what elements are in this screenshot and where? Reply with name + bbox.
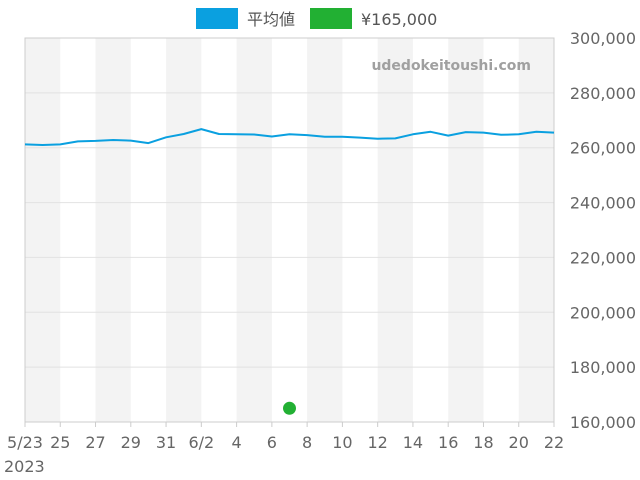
y-tick-label: 180,000: [570, 358, 636, 377]
y-axis-ticks: 300,000 280,000 260,000 240,000 220,000 200,0…: [570, 29, 636, 432]
legend-swatch: [196, 8, 238, 29]
x-tick-label: 14: [403, 433, 423, 452]
alternating-bands: [25, 38, 554, 422]
background-band: [166, 38, 202, 422]
x-tick-label: 5/23: [7, 433, 43, 452]
y-tick-label: 260,000: [570, 139, 636, 158]
y-tick-label: 160,000: [570, 413, 636, 432]
x-axis-ticks: 5/23 25 27 29 31 6/2 4 6 8 10 12 14 16 18 20 22: [7, 422, 564, 452]
y-tick-label: 300,000: [570, 29, 636, 48]
x-tick-label: 10: [332, 433, 352, 452]
data-point-price: [283, 401, 296, 415]
background-band: [95, 38, 131, 422]
background-band: [448, 38, 484, 422]
background-band: [307, 38, 343, 422]
y-tick-label: 240,000: [570, 194, 636, 213]
x-tick-label: 16: [438, 433, 458, 452]
x-tick-label: 25: [50, 433, 70, 452]
gridlines: [25, 37, 554, 423]
background-band: [236, 38, 272, 422]
x-tick-label: 6: [267, 433, 277, 452]
x-tick-label: 18: [473, 433, 493, 452]
x-tick-label: 22: [544, 433, 564, 452]
legend-swatch: [310, 8, 352, 29]
x-tick-label: 4: [232, 433, 242, 452]
watermark: udedokeitoushi.com: [371, 58, 531, 74]
x-tick-label: 8: [302, 433, 312, 452]
series-points: [283, 401, 296, 415]
x-tick-label: 6/2: [188, 433, 214, 452]
y-tick-label: 200,000: [570, 303, 636, 322]
x-tick-label: 20: [509, 433, 529, 452]
x-axis-year-label: 2023: [4, 457, 45, 476]
y-tick-label: 220,000: [570, 248, 636, 267]
x-tick-label: 27: [85, 433, 105, 452]
series-lines: [24, 128, 555, 146]
y-tick-label: 280,000: [570, 84, 636, 103]
legend-label: ¥165,000: [361, 10, 437, 29]
background-band: [518, 38, 554, 422]
x-tick-label: 29: [121, 433, 141, 452]
legend: 平均値 ¥165,000: [196, 8, 437, 29]
legend-label: 平均値: [247, 10, 295, 29]
background-band: [377, 38, 413, 422]
series-line-average: [24, 128, 555, 146]
background-band: [25, 38, 61, 422]
x-tick-label: 31: [156, 433, 176, 452]
plot-frame: [24, 37, 555, 423]
x-tick-label: 12: [367, 433, 387, 452]
